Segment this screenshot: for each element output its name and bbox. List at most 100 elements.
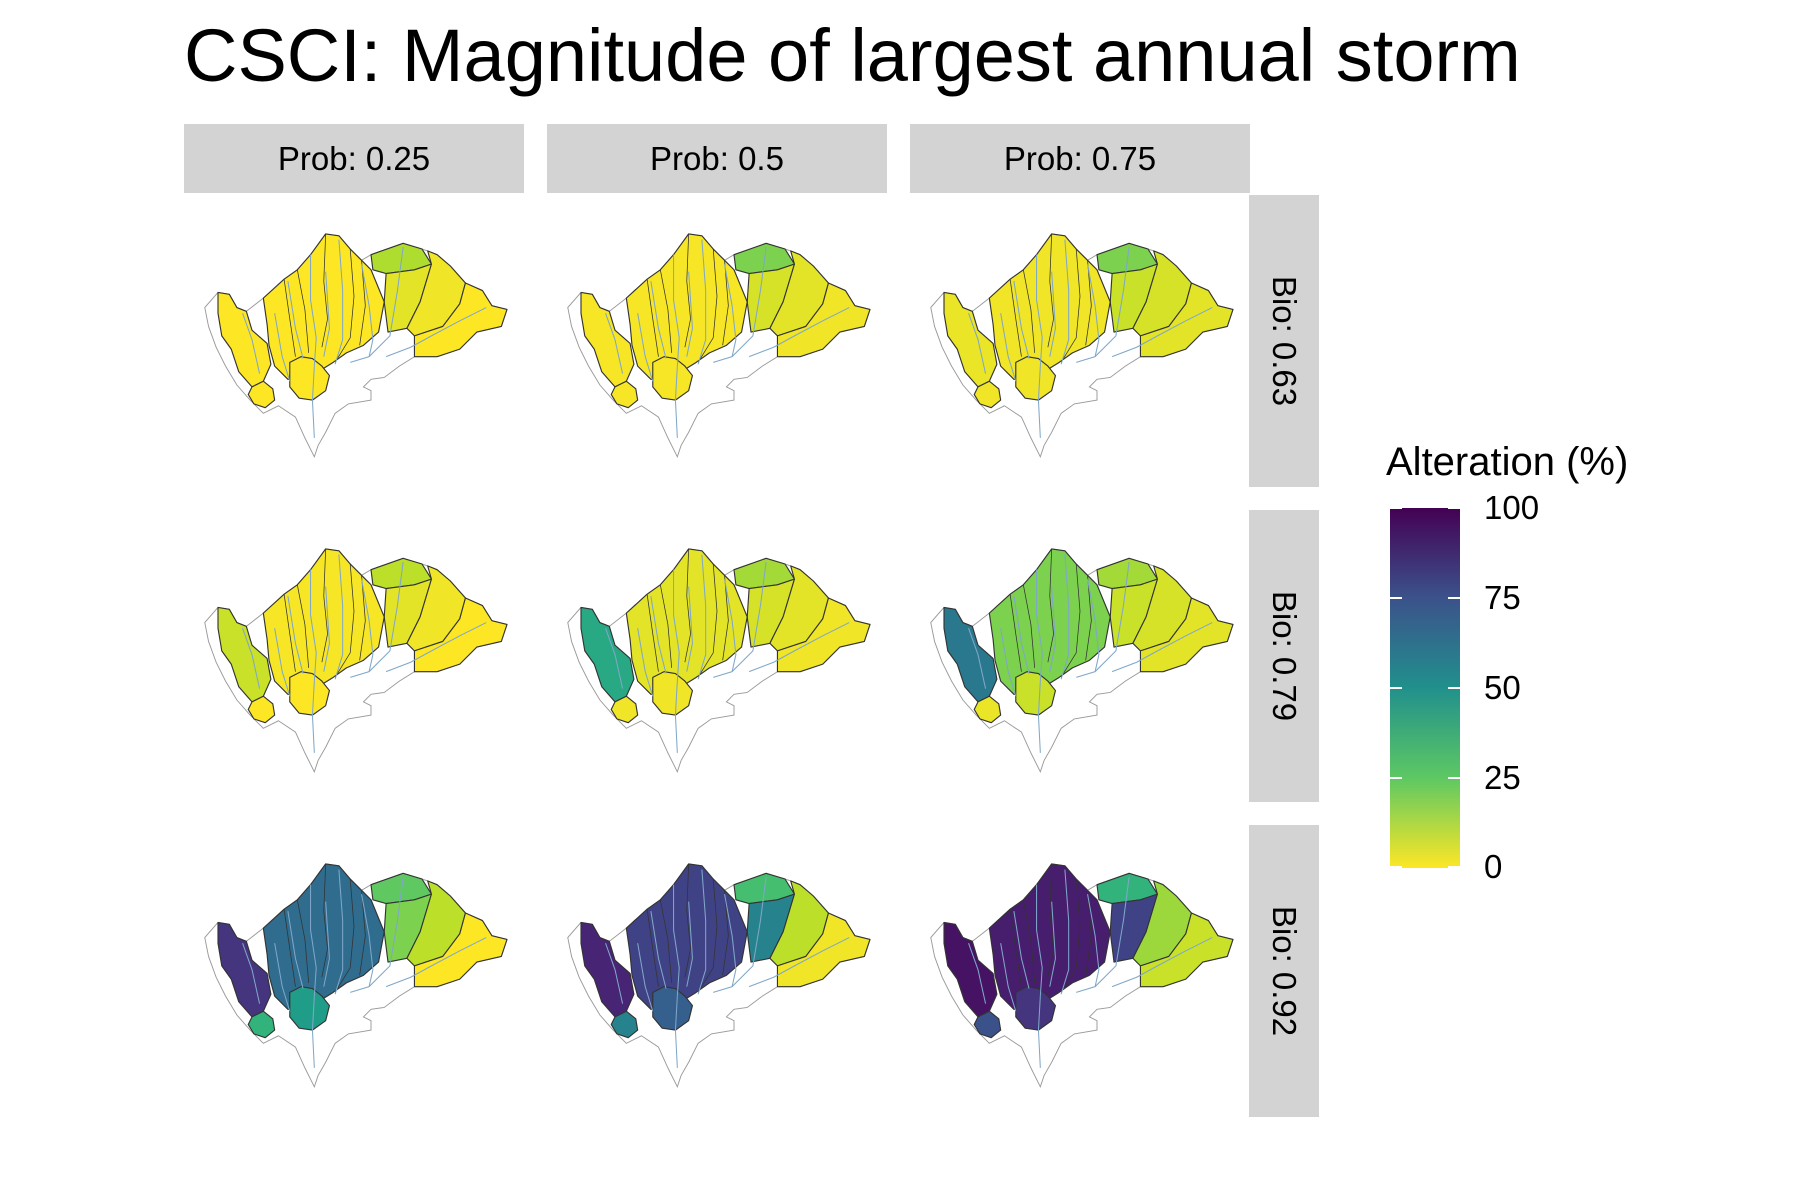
subcatchment-border xyxy=(1047,548,1054,663)
stream-line xyxy=(637,628,654,697)
legend-tick xyxy=(1448,687,1460,689)
legend-tick xyxy=(1390,507,1402,509)
legend-tick-label: 25 xyxy=(1484,759,1521,796)
subcatchment-border xyxy=(283,279,296,357)
stream-line xyxy=(1013,281,1030,359)
subcatchment-border xyxy=(283,594,296,672)
stream-line xyxy=(968,313,987,374)
stream-line xyxy=(242,628,261,689)
subcatchment-border xyxy=(1009,909,1022,987)
stream-line xyxy=(686,901,693,987)
stream-line xyxy=(385,622,487,673)
subcatchment-border xyxy=(321,863,328,978)
catchment-south_w xyxy=(247,1010,276,1039)
stream-line xyxy=(310,254,317,367)
map-panel xyxy=(910,515,1250,800)
stream-line xyxy=(1049,901,1056,987)
stream-line xyxy=(385,307,487,358)
stream-line xyxy=(1036,569,1043,682)
stream-line xyxy=(968,943,987,1004)
stream-line xyxy=(1036,884,1043,997)
subcatchment-border xyxy=(659,584,673,668)
catchment-south xyxy=(1015,986,1057,1031)
subcatchment-border xyxy=(659,269,673,353)
catchment-south xyxy=(652,356,694,401)
map-panel xyxy=(910,830,1250,1115)
catchment-south_w xyxy=(247,695,276,724)
stream-line xyxy=(748,622,850,673)
subcatchment-border xyxy=(334,248,355,363)
stream-line xyxy=(1060,869,1070,995)
catchment-south_w xyxy=(247,380,276,409)
stream-line xyxy=(673,884,680,997)
stream-line xyxy=(1111,307,1213,358)
row-strip-2-label: Bio: 0.79 xyxy=(1266,590,1303,722)
subcatchment-border xyxy=(1085,575,1092,661)
map-svg xyxy=(204,548,508,774)
catchment-south_w xyxy=(610,1010,639,1039)
subcatchment-border xyxy=(1085,260,1092,346)
subcatchment-border xyxy=(646,279,659,357)
legend-tick xyxy=(1390,777,1402,779)
stream-line xyxy=(650,596,667,674)
stream-line xyxy=(713,247,767,363)
subcatchment-border xyxy=(646,909,659,987)
stream-line xyxy=(350,562,404,678)
stream-line xyxy=(674,996,678,1068)
stream-line xyxy=(605,628,624,689)
stream-line xyxy=(334,239,344,365)
stream-line xyxy=(1087,894,1100,987)
column-strip-1: Prob: 0.25 xyxy=(184,124,524,193)
stream-line xyxy=(1037,366,1041,438)
row-strip-1: Bio: 0.63 xyxy=(1249,195,1319,487)
stream-line xyxy=(274,628,291,697)
stream-line xyxy=(385,937,487,988)
subcatchment-border xyxy=(1009,279,1022,357)
stream-line xyxy=(334,869,344,995)
figure-title: CSCI: Magnitude of largest annual storm xyxy=(184,14,1521,97)
stream-line xyxy=(686,586,693,672)
catchment-south xyxy=(289,671,331,716)
stream-line xyxy=(697,554,707,680)
stream-line xyxy=(673,569,680,682)
map-svg xyxy=(567,233,871,459)
stream-line xyxy=(311,366,315,438)
map-svg xyxy=(930,863,1234,1089)
stream-line xyxy=(242,313,261,374)
subcatchment-border xyxy=(697,248,718,363)
stream-line xyxy=(674,681,678,753)
catchment-south_w xyxy=(973,380,1002,409)
stream-line xyxy=(350,247,404,363)
stream-line xyxy=(287,281,304,359)
subcatchment-border xyxy=(359,260,366,346)
catchment-south_w xyxy=(973,1010,1002,1039)
stream-line xyxy=(361,894,374,987)
subcatchment-border xyxy=(697,878,718,993)
stream-line xyxy=(968,628,987,689)
subcatchment-border xyxy=(646,594,659,672)
stream-line xyxy=(361,579,374,672)
subcatchment-border xyxy=(684,233,691,348)
stream-line xyxy=(1060,239,1070,365)
subcatchment-border xyxy=(321,233,328,348)
legend-title: Alteration (%) xyxy=(1386,440,1629,484)
subcatchment-border xyxy=(722,890,729,976)
subcatchment-border xyxy=(684,863,691,978)
subcatchment-border xyxy=(659,899,673,983)
subcatchment-border xyxy=(334,878,355,993)
catchment-south xyxy=(652,671,694,716)
subcatchment-border xyxy=(684,548,691,663)
catchment-south xyxy=(1015,356,1057,401)
legend-tick xyxy=(1390,866,1402,868)
stream-line xyxy=(361,264,374,357)
subcatchment-border xyxy=(359,890,366,976)
legend-tick-label: 50 xyxy=(1484,669,1521,706)
legend-tick xyxy=(1448,777,1460,779)
subcatchment-border xyxy=(1022,269,1036,353)
stream-line xyxy=(1036,254,1043,367)
stream-line xyxy=(724,579,737,672)
map-panel xyxy=(184,200,524,485)
map-svg xyxy=(567,548,871,774)
subcatchment-border xyxy=(359,575,366,661)
stream-line xyxy=(323,586,330,672)
